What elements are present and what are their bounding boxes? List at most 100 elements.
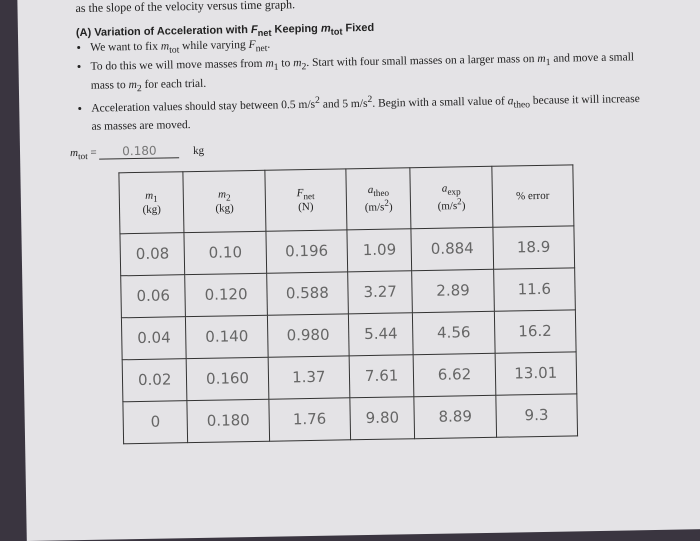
text-segment: m bbox=[293, 57, 302, 69]
table-cell: 0.588 bbox=[266, 272, 348, 315]
handwritten-value: 7.61 bbox=[365, 366, 399, 385]
text-segment: 1 bbox=[153, 194, 158, 204]
handwritten-value: 3.27 bbox=[363, 282, 397, 301]
header-cell: m1(kg) bbox=[119, 172, 184, 234]
table-body: 0.08 0.10 0.196 1.09 0.884 18.9 0.06 0.120 0.588… bbox=[120, 226, 578, 444]
table-cell: 0.10 bbox=[184, 231, 266, 274]
handwritten-value: 0.06 bbox=[136, 286, 170, 305]
text-segment: m bbox=[128, 79, 137, 91]
table-cell: 8.89 bbox=[414, 395, 496, 438]
table-cell: 9.3 bbox=[495, 394, 577, 437]
handwritten-value: 0.980 bbox=[286, 326, 329, 345]
text-segment: (kg) bbox=[142, 204, 161, 216]
handwritten-value: 1.09 bbox=[363, 240, 397, 259]
text-segment: % error bbox=[516, 190, 550, 203]
table-cell: 2.89 bbox=[412, 269, 494, 312]
intro-text: as the slope of the velocity versus time… bbox=[75, 0, 295, 16]
mass-label: mtot = bbox=[70, 147, 97, 159]
handwritten-value: 0.196 bbox=[285, 242, 328, 261]
handwritten-value: 2.89 bbox=[436, 281, 470, 300]
text-segment: m bbox=[537, 53, 546, 65]
handwritten-value: 16.2 bbox=[518, 322, 552, 341]
text-segment: (m/s bbox=[365, 202, 385, 214]
table-row: 0 0.180 1.76 9.80 8.89 9.3 bbox=[123, 394, 578, 444]
table-cell: 13.01 bbox=[495, 352, 577, 395]
handwritten-value: 11.6 bbox=[517, 280, 551, 299]
text-segment: To do this we will move masses from bbox=[90, 58, 265, 73]
text-segment: Fixed bbox=[342, 22, 374, 35]
table-cell: 0.06 bbox=[121, 275, 186, 318]
mass-value: 0.180 bbox=[99, 143, 179, 159]
text-segment: (N) bbox=[298, 201, 313, 213]
table-cell: 1.37 bbox=[268, 356, 350, 399]
table-cell: 0.02 bbox=[122, 359, 187, 402]
page: as the slope of the velocity versus time… bbox=[0, 0, 700, 525]
handwritten-value: 4.56 bbox=[437, 323, 471, 342]
mass-line: mtot = 0.180 kg bbox=[70, 143, 204, 162]
table-cell: 7.61 bbox=[349, 355, 414, 398]
text-segment: m bbox=[321, 23, 331, 35]
handwritten-value: 0.140 bbox=[205, 327, 248, 346]
table-cell: 18.9 bbox=[493, 226, 575, 269]
text-segment: for each trial. bbox=[142, 77, 207, 90]
handwritten-value: 0.08 bbox=[136, 244, 170, 263]
text-segment: ) bbox=[462, 200, 466, 212]
handwritten-value: 0 bbox=[151, 413, 161, 431]
handwritten-value: 1.76 bbox=[293, 410, 327, 429]
text-segment: . bbox=[267, 39, 270, 51]
text-segment: m bbox=[70, 147, 78, 159]
header-cell: % error bbox=[491, 165, 573, 227]
text-segment: (kg) bbox=[215, 202, 234, 214]
text-segment: ) bbox=[389, 201, 393, 213]
text-segment: while varying bbox=[179, 39, 249, 52]
header-cell: Fnet(N) bbox=[265, 169, 347, 231]
table-cell: 0.08 bbox=[120, 233, 185, 276]
table-cell: 0.980 bbox=[267, 314, 349, 357]
table-cell: 0.196 bbox=[266, 230, 348, 273]
handwritten-value: 0.884 bbox=[431, 239, 474, 258]
text-segment: net bbox=[258, 28, 272, 38]
table-cell: 0 bbox=[123, 401, 188, 444]
table-cell: 0.180 bbox=[187, 399, 269, 442]
text-segment: theo bbox=[373, 188, 389, 198]
bullet-list: We want to fix mtot while varying Fnet.T… bbox=[66, 31, 652, 135]
header-row: m1(kg)m2(kg)Fnet(N)atheo(m/s2)aexp(m/s2)… bbox=[119, 165, 574, 234]
table-cell: 0.120 bbox=[185, 273, 267, 316]
handwritten-value: 0.588 bbox=[286, 284, 329, 303]
handwritten-value: 1.37 bbox=[292, 368, 326, 387]
table-cell: 0.884 bbox=[411, 227, 493, 270]
handwritten-value: 18.9 bbox=[517, 238, 551, 257]
table-cell: 3.27 bbox=[348, 271, 413, 314]
text-segment: . Start with four small masses on a larg… bbox=[306, 53, 537, 69]
text-segment: m bbox=[161, 40, 170, 52]
table-cell: 6.62 bbox=[413, 353, 495, 396]
data-table: m1(kg)m2(kg)Fnet(N)atheo(m/s2)aexp(m/s2)… bbox=[118, 164, 578, 444]
text-segment: 2 bbox=[226, 192, 231, 202]
table-cell: 16.2 bbox=[494, 310, 576, 353]
text-segment: Keeping bbox=[271, 23, 321, 36]
table-cell: 5.44 bbox=[348, 313, 413, 356]
text-segment: tot bbox=[169, 45, 179, 56]
text-segment: exp bbox=[447, 187, 460, 197]
text-segment: . Begin with a small value of bbox=[372, 95, 508, 109]
text-segment: theo bbox=[513, 99, 530, 110]
handwritten-value: 0.02 bbox=[138, 370, 172, 389]
table-cell: 0.04 bbox=[121, 317, 186, 360]
table-cell: 11.6 bbox=[493, 268, 575, 311]
handwritten-value: 9.3 bbox=[524, 406, 548, 424]
table-cell: 4.56 bbox=[413, 311, 495, 354]
handwritten-value: 8.89 bbox=[438, 407, 472, 426]
text-segment: to bbox=[278, 58, 293, 70]
text-segment: net bbox=[256, 43, 268, 54]
handwritten-value: 0.04 bbox=[137, 328, 171, 347]
handwritten-value: 0.10 bbox=[208, 243, 242, 262]
handwritten-value: 6.62 bbox=[438, 365, 472, 384]
handwritten-value: 9.80 bbox=[366, 408, 400, 427]
table-cell: 9.80 bbox=[350, 397, 415, 440]
text-segment: and 5 m/s bbox=[320, 98, 368, 111]
handwritten-value: 0.120 bbox=[204, 285, 247, 304]
text-segment: (A) Variation of Acceleration with bbox=[76, 24, 251, 39]
handwritten-value: 13.01 bbox=[514, 364, 557, 383]
text-segment: tot bbox=[331, 27, 343, 37]
worksheet: as the slope of the velocity versus time… bbox=[17, 0, 700, 541]
